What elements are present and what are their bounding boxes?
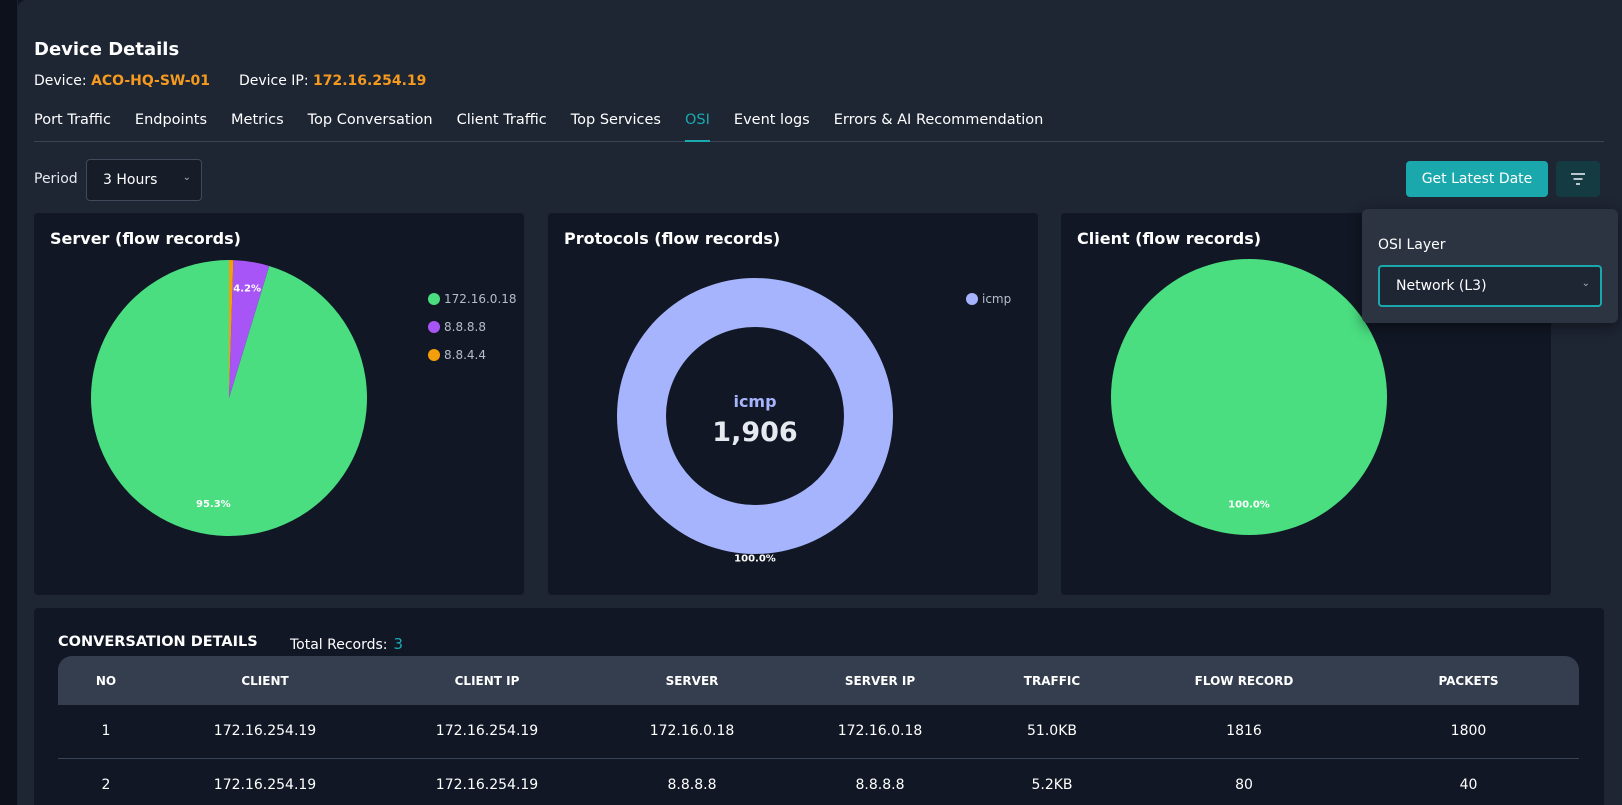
table-header-row: NO CLIENT CLIENT IP SERVER SERVER IP TRAFFIC F… xyxy=(58,656,1579,705)
column-header: TRAFFIC xyxy=(1023,673,1081,688)
column-header: SERVER xyxy=(665,673,719,688)
tab-top-services[interactable]: Top Services xyxy=(570,112,661,128)
table-cell: 51.0KB xyxy=(1027,723,1077,740)
table-row[interactable]: 2 172.16.254.19 172.16.254.19 8.8.8.8 8.8.8.… xyxy=(58,758,1579,805)
column-header: CLIENT IP xyxy=(454,673,520,688)
device-name: ACO-HQ-SW-01 xyxy=(91,73,211,89)
device-info: Device: ACO-HQ-SW-01 Device IP: 172.16.2… xyxy=(34,73,426,89)
table-cell: 5.2KB xyxy=(1031,776,1073,793)
donut-center-value: 1,906 xyxy=(712,417,797,448)
table-cell: 172.16.254.19 xyxy=(435,723,539,740)
tab-client-traffic[interactable]: Client Traffic xyxy=(456,112,547,128)
table-cell: 1800 xyxy=(1450,723,1487,740)
osi-layer-popover: OSI Layer Network (L3) ⌄ xyxy=(1362,209,1618,323)
period-select[interactable]: 3 Hours ⌄ xyxy=(86,159,202,201)
pie-slice-172-16-254-19[interactable] xyxy=(1111,259,1387,535)
server-legend: 172.16.0.18 8.8.8.8 8.8.4.4 xyxy=(428,285,517,369)
legend-label: icmp xyxy=(982,292,1012,306)
column-header: SERVER IP xyxy=(844,673,916,688)
column-header: NO xyxy=(95,673,117,688)
table-cell: 40 xyxy=(1459,776,1478,793)
chevron-down-icon: ⌄ xyxy=(1581,278,1590,289)
pie-data-label: 100.0% xyxy=(734,554,776,565)
osi-layer-value: Network (L3) xyxy=(1396,278,1487,294)
osi-layer-select[interactable]: Network (L3) ⌄ xyxy=(1378,265,1602,307)
filter-button[interactable] xyxy=(1556,161,1600,197)
tab-errors-ai-recommendation[interactable]: Errors & AI Recommendation xyxy=(833,112,1044,128)
client-chart-title: Client (flow records) xyxy=(1077,229,1262,248)
legend-dot-icon xyxy=(966,293,978,305)
period-label: Period xyxy=(34,171,78,187)
chevron-down-icon: ⌄ xyxy=(182,172,191,183)
table-cell: 8.8.8.8 xyxy=(855,776,905,793)
legend-dot-icon xyxy=(428,293,440,305)
pie-slice-8-8-8-8[interactable] xyxy=(229,260,270,398)
server-chart-card: Server (flow records) 95.3% 4.2% 172.16.0… xyxy=(34,213,524,595)
total-records: Total Records: 3 xyxy=(290,635,403,653)
table-cell: 80 xyxy=(1235,776,1253,793)
conversation-table: NO CLIENT CLIENT IP SERVER SERVER IP TRAFFIC F… xyxy=(58,656,1579,805)
total-records-value: 3 xyxy=(393,635,404,653)
protocols-donut-chart: 100.0% icmp 1,906 xyxy=(617,278,893,565)
protocols-legend: icmp xyxy=(966,285,1011,313)
table-cell: 172.16.0.18 xyxy=(649,723,735,740)
device-label: Device: xyxy=(34,73,87,89)
tab-bar: Port Traffic Endpoints Metrics Top Conversa… xyxy=(34,110,1604,142)
tab-port-traffic[interactable]: Port Traffic xyxy=(34,112,111,128)
page-title: Device Details xyxy=(34,39,180,60)
legend-item[interactable]: 172.16.0.18 xyxy=(428,285,517,313)
left-sidebar-edge xyxy=(0,0,18,805)
conversation-title: CONVERSATION DETAILS xyxy=(58,634,258,650)
table-cell: 172.16.254.19 xyxy=(213,723,317,740)
table-cell: 2 xyxy=(101,776,111,793)
table-cell: 172.16.0.18 xyxy=(837,723,923,740)
column-header: PACKETS xyxy=(1438,673,1499,688)
pie-slice-icmp[interactable] xyxy=(617,278,893,554)
get-latest-date-button[interactable]: Get Latest Date xyxy=(1406,161,1548,197)
conversation-details-panel: CONVERSATION DETAILS Total Records: 3 NO C… xyxy=(34,608,1604,805)
server-pie-chart: 95.3% 4.2% xyxy=(91,260,368,536)
pie-data-label: 95.3% xyxy=(196,499,231,510)
table-cell: 172.16.254.19 xyxy=(435,776,539,793)
filter-icon xyxy=(1571,173,1585,185)
legend-label: 8.8.8.8 xyxy=(444,320,486,334)
device-ip: 172.16.254.19 xyxy=(313,73,427,89)
legend-dot-icon xyxy=(428,349,440,361)
tab-osi[interactable]: OSI xyxy=(685,110,710,142)
protocols-chart-title: Protocols (flow records) xyxy=(564,229,781,248)
protocols-chart-card: Protocols (flow records) 100.0% icmp 1,906… xyxy=(548,213,1038,595)
tab-endpoints[interactable]: Endpoints xyxy=(134,112,208,128)
pie-data-label: 4.2% xyxy=(233,284,261,295)
table-cell: 1 xyxy=(101,723,111,740)
tab-metrics[interactable]: Metrics xyxy=(231,112,284,128)
device-ip-label: Device IP: xyxy=(238,73,309,89)
legend-item[interactable]: 8.8.8.8 xyxy=(428,313,517,341)
legend-label: 8.8.4.4 xyxy=(444,348,486,362)
pie-slice-172-16-0-18[interactable] xyxy=(91,260,368,536)
column-header: FLOW RECORD xyxy=(1194,673,1294,688)
tab-event-logs[interactable]: Event logs xyxy=(733,112,810,128)
table-cell: 1816 xyxy=(1226,723,1262,740)
osi-layer-label: OSI Layer xyxy=(1378,237,1446,253)
table-cell: 172.16.254.19 xyxy=(213,776,317,793)
total-records-label: Total Records: xyxy=(290,637,388,653)
legend-item[interactable]: icmp xyxy=(966,285,1011,313)
pie-data-label: 100.0% xyxy=(1228,499,1270,510)
column-header: CLIENT xyxy=(241,673,289,688)
legend-dot-icon xyxy=(428,321,440,333)
period-value: 3 Hours xyxy=(103,172,158,188)
legend-label: 172.16.0.18 xyxy=(444,292,517,306)
donut-center-label: icmp xyxy=(733,392,776,411)
client-pie-chart: 100.0% xyxy=(1111,259,1387,535)
table-row[interactable]: 1 172.16.254.19 172.16.254.19 172.16.0.18 17… xyxy=(58,705,1579,758)
tab-top-conversation[interactable]: Top Conversation xyxy=(307,112,433,128)
table-cell: 8.8.8.8 xyxy=(667,776,717,793)
legend-item[interactable]: 8.8.4.4 xyxy=(428,341,517,369)
pie-slice-8-8-4-4[interactable] xyxy=(229,260,234,398)
device-details-page: Device Details Device: ACO-HQ-SW-01 Devi… xyxy=(18,0,1622,805)
server-chart-title: Server (flow records) xyxy=(50,229,241,248)
